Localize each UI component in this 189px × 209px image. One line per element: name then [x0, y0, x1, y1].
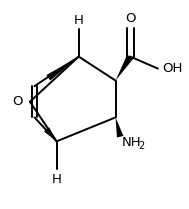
Text: 2: 2	[139, 141, 145, 152]
Text: H: H	[74, 14, 84, 27]
Text: O: O	[125, 12, 136, 25]
Polygon shape	[115, 117, 123, 138]
Text: O: O	[12, 95, 22, 108]
Text: NH: NH	[122, 136, 142, 149]
Text: H: H	[52, 173, 62, 186]
Text: OH: OH	[163, 62, 183, 75]
Polygon shape	[46, 57, 79, 80]
Polygon shape	[44, 127, 57, 141]
Polygon shape	[115, 55, 133, 80]
